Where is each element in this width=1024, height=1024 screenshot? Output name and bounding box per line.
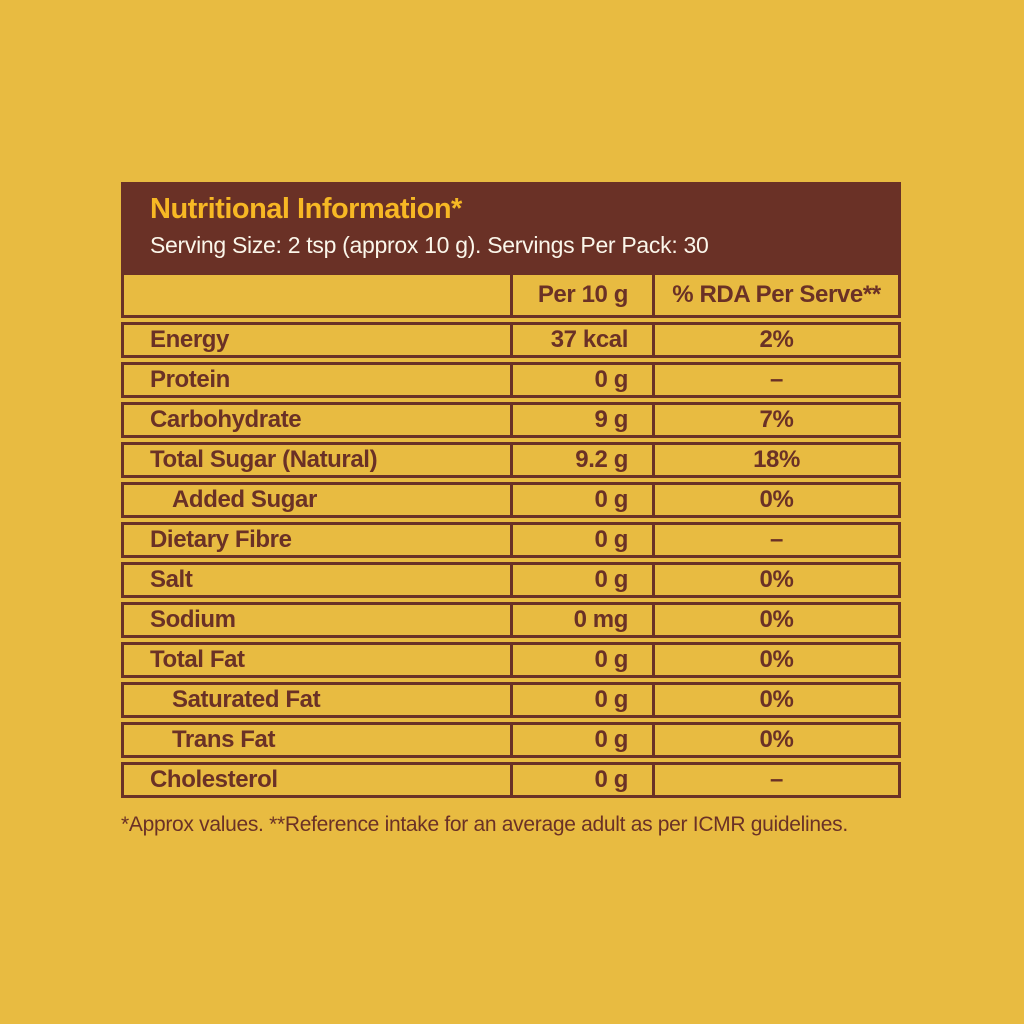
table-row: Added Sugar 0 g 0% xyxy=(121,482,901,518)
per-serving-value: 0 g xyxy=(513,765,655,795)
rda-value: 0% xyxy=(759,726,794,753)
nutrient-label: Energy xyxy=(124,325,513,355)
nutrient-label: Sodium xyxy=(124,605,513,635)
table-row: Dietary Fibre 0 g – xyxy=(121,522,901,558)
nutrient-label: Total Fat xyxy=(124,645,513,675)
table-row: Protein 0 g – xyxy=(121,362,901,398)
table-row: Sodium 0 mg 0% xyxy=(121,602,901,638)
per-serving-value: 0 g xyxy=(513,645,655,675)
per-serving-value: 0 mg xyxy=(513,605,655,635)
table-row: Total Sugar (Natural) 9.2 g 18% xyxy=(121,442,901,478)
rda-value: – xyxy=(770,366,783,393)
nutrient-label: Protein xyxy=(124,365,513,395)
table-row: Salt 0 g 0% xyxy=(121,562,901,598)
rda-value: 2% xyxy=(759,326,794,353)
nutrient-label: Added Sugar xyxy=(124,485,513,515)
footnote-text: *Approx values. **Reference intake for a… xyxy=(121,813,848,836)
rda-value: 0% xyxy=(759,606,794,633)
nutrient-label: Trans Fat xyxy=(124,725,513,755)
panel-header: Nutritional Information* Serving Size: 2… xyxy=(121,182,901,272)
col-header-rda: % RDA Per Serve** xyxy=(672,281,881,308)
per-serving-value: 0 g xyxy=(513,525,655,555)
rda-value: – xyxy=(770,526,783,553)
rda-value: – xyxy=(770,766,783,793)
nutrient-label: Saturated Fat xyxy=(124,685,513,715)
table-row: Saturated Fat 0 g 0% xyxy=(121,682,901,718)
nutrient-label: Salt xyxy=(124,565,513,595)
table-header-row: Per 10 g % RDA Per Serve** xyxy=(121,272,901,318)
nutrient-label: Carbohydrate xyxy=(124,405,513,435)
table-row: Carbohydrate 9 g 7% xyxy=(121,402,901,438)
per-serving-value: 0 g xyxy=(513,485,655,515)
rda-value: 0% xyxy=(759,566,794,593)
rda-value: 0% xyxy=(759,486,794,513)
table-row: Total Fat 0 g 0% xyxy=(121,642,901,678)
table-row: Energy 37 kcal 2% xyxy=(121,322,901,358)
per-serving-value: 37 kcal xyxy=(513,325,655,355)
panel-title: Nutritional Information* xyxy=(150,193,462,225)
col-header-per-serving: Per 10 g xyxy=(513,275,655,315)
serving-size-text: Serving Size: 2 tsp (approx 10 g). Servi… xyxy=(150,232,709,259)
per-serving-value: 9 g xyxy=(513,405,655,435)
rda-value: 7% xyxy=(759,406,794,433)
per-serving-value: 9.2 g xyxy=(513,445,655,475)
nutrient-label: Cholesterol xyxy=(124,765,513,795)
nutrient-label: Dietary Fibre xyxy=(124,525,513,555)
col-header-item xyxy=(124,275,513,315)
per-serving-value: 0 g xyxy=(513,565,655,595)
table-row: Cholesterol 0 g – xyxy=(121,762,901,798)
rda-value: 18% xyxy=(753,446,800,473)
rda-value: 0% xyxy=(759,646,794,673)
table-row: Trans Fat 0 g 0% xyxy=(121,722,901,758)
nutrient-label: Total Sugar (Natural) xyxy=(124,445,513,475)
rda-value: 0% xyxy=(759,686,794,713)
per-serving-value: 0 g xyxy=(513,365,655,395)
per-serving-value: 0 g xyxy=(513,725,655,755)
per-serving-value: 0 g xyxy=(513,685,655,715)
nutrition-panel: Nutritional Information* Serving Size: 2… xyxy=(121,182,901,798)
